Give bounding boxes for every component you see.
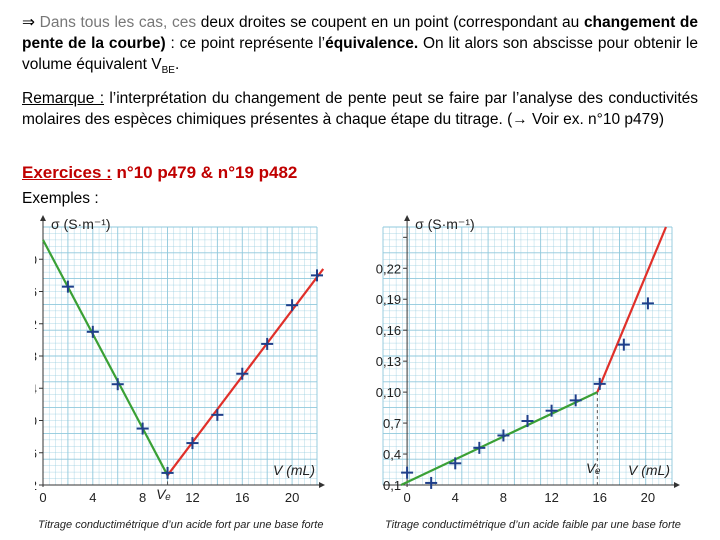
x-tick-label: 4 <box>452 490 459 505</box>
exercises-refs: n°10 p479 & n°19 p482 <box>111 163 298 182</box>
x-axis-label: V (mL) <box>628 462 670 478</box>
x-tick-label: 16 <box>235 490 249 505</box>
text-3: On lit alors son abscisse pour obtenir l… <box>22 35 698 73</box>
x-tick-label: 20 <box>285 490 299 505</box>
y-tick-label: 0,28 <box>35 349 37 364</box>
bold-text-1: changement de pente de la courbe) <box>22 14 698 52</box>
series-line-green <box>42 239 169 476</box>
chart-weak-acid: 0 4 8 12 16 20 0,1 0,4 0,7 0,10 0,13 0,16 0,19 0,22 σ … <box>376 215 680 505</box>
y-tick-label: 0,40 <box>35 252 37 267</box>
text-4: . <box>174 56 180 73</box>
exercises-label: Exercices : <box>22 163 112 182</box>
y-tick-label: 0,22 <box>376 261 401 276</box>
y-axis-arrow <box>404 215 411 221</box>
y-tick-label: 0,16 <box>376 323 401 338</box>
subscript: BE <box>161 65 175 77</box>
y-tick-label: 0,13 <box>376 354 401 369</box>
y-axis-label: σ (S·m⁻¹) <box>51 216 111 232</box>
bold-text-2: équivalence. <box>325 35 419 52</box>
y-tick-label: 0,32 <box>35 317 37 332</box>
x-axis-arrow <box>674 482 680 488</box>
x-tick-label: 20 <box>641 490 655 505</box>
y-tick-label: 0,12 <box>35 478 37 493</box>
x-tick-label: 16 <box>593 490 607 505</box>
text-2: : ce point représente l’ <box>165 35 326 52</box>
x-tick-label: 12 <box>544 490 558 505</box>
remark-text: l’interprétation du changement de pente … <box>22 90 698 128</box>
chart-strong-acid: 0 4 8 12 16 20 0,12 0,16 0,20 0,24 0,28 0,32 0,36 0,4… <box>35 215 325 505</box>
y-tick-label: 0,7 <box>383 416 401 431</box>
series-line-red <box>596 226 667 393</box>
y-axis-label: σ (S·m⁻¹) <box>415 216 475 232</box>
y-tick-label: 0,24 <box>35 381 37 396</box>
series-line-red <box>166 268 325 476</box>
ve-label: Vₑ <box>156 486 171 502</box>
x-tick-label: 0 <box>39 490 46 505</box>
x-axis-label: V (mL) <box>273 462 315 478</box>
paragraph-equivalence: ⇒ Dans tous les cas, ces deux droites se… <box>22 12 698 81</box>
y-tick-label: 0,36 <box>35 285 37 300</box>
x-tick-label: 12 <box>185 490 199 505</box>
y-tick-label: 0,19 <box>376 292 401 307</box>
paragraph-remark: Remarque : l’interprétation du changemen… <box>22 88 698 130</box>
caption-chart-2: Titrage conductimétrique d’un acide faib… <box>385 519 681 531</box>
examples-label: Exemples : <box>22 190 99 207</box>
text-1: deux droites se coupent en un point (cor… <box>196 14 584 31</box>
remark-label: Remarque : <box>22 90 105 107</box>
y-tick-label: 0,4 <box>383 447 401 462</box>
y-axis-arrow <box>40 215 46 221</box>
x-tick-label: 4 <box>89 490 96 505</box>
exercises-heading: Exercices : n°10 p479 & n°19 p482 <box>22 163 297 183</box>
caption-chart-1: Titrage conductimétrique d’un acide fort… <box>38 519 324 531</box>
y-tick-label: 0,20 <box>35 414 37 429</box>
x-tick-label: 0 <box>403 490 410 505</box>
x-tick-label: 8 <box>500 490 507 505</box>
y-tick-label: 0,10 <box>376 385 401 400</box>
ve-label: Vₑ <box>586 460 601 476</box>
y-tick-label: 0,1 <box>383 478 401 493</box>
x-tick-label: 8 <box>139 490 146 505</box>
implies-arrow: ⇒ <box>22 14 35 31</box>
y-tick-label: 0,16 <box>35 446 37 461</box>
grey-text: Dans tous les cas, ces <box>39 14 197 31</box>
x-axis-arrow <box>319 482 325 488</box>
series-line-green <box>400 391 598 486</box>
